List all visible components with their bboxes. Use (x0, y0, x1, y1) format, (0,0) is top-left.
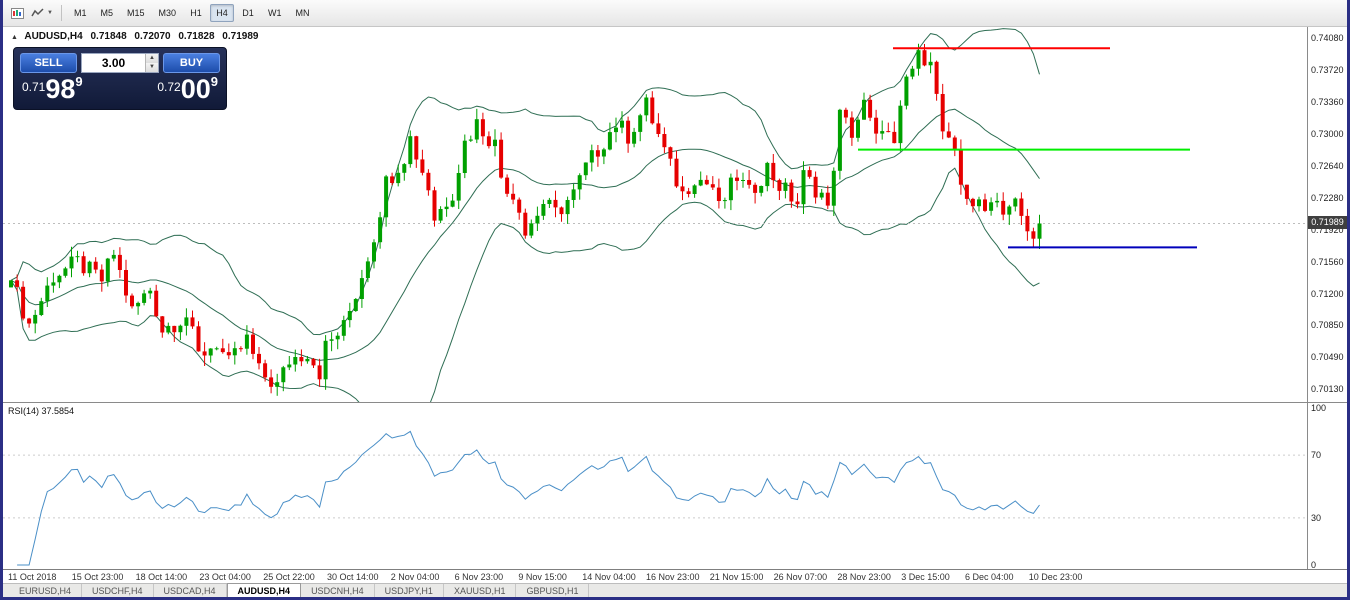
ohlc-open: 0.71848 (90, 31, 127, 42)
bid-big-digits: 98 (45, 74, 76, 104)
time-axis-label: 10 Dec 23:00 (1028, 572, 1083, 582)
time-axis-label: 16 Nov 23:00 (646, 572, 700, 582)
time-axis-label: 28 Nov 23:00 (837, 572, 891, 582)
price-axis-label: 0.73720 (1311, 64, 1344, 75)
tab-usdcnh-h4[interactable]: USDCNH,H4 (301, 584, 375, 597)
ohlc-high: 0.72070 (134, 31, 171, 42)
timeframe-group: M1 M5 M15 M30 H1 H4 D1 W1 MN (68, 4, 316, 22)
time-axis-label: 18 Oct 14:00 (135, 572, 188, 582)
spinner-up-icon[interactable]: ▲ (146, 54, 158, 63)
time-axis-label: 14 Nov 04:00 (582, 572, 636, 582)
ohlc-close: 0.71989 (222, 31, 259, 42)
chart-type-icon[interactable] (28, 3, 46, 23)
ask-prefix: 0.72 (157, 80, 181, 94)
bid-price: 0.71989 (22, 74, 83, 105)
sell-button[interactable]: SELL (20, 53, 77, 73)
time-axis-label: 15 Oct 23:00 (71, 572, 124, 582)
top-toolbar: ▼ M1 M5 M15 M30 H1 H4 D1 W1 MN (3, 0, 1347, 27)
price-axis-label: 0.70850 (1311, 319, 1344, 330)
time-axis-label: 21 Nov 15:00 (709, 572, 764, 582)
pane-separator[interactable] (3, 402, 1347, 403)
price-axis-label: 0.74080 (1311, 32, 1344, 43)
rsi-indicator-label: RSI(14) 37.5854 (8, 406, 75, 416)
current-price-badge: 0.71989 (1308, 216, 1347, 230)
price-axis-label: 0.70490 (1311, 351, 1344, 362)
ask-big-digits: 00 (180, 74, 211, 104)
ask-pipette: 9 (210, 74, 218, 89)
price-chart-canvas[interactable] (3, 27, 1307, 402)
lot-size-value[interactable]: 3.00 (101, 56, 126, 70)
timeframe-button-m15[interactable]: M15 (121, 4, 151, 22)
price-axis-label: 0.72280 (1311, 192, 1344, 203)
chart-window-icon (8, 3, 26, 23)
timeframe-button-w1[interactable]: W1 (262, 4, 288, 22)
time-axis-label: 30 Oct 14:00 (327, 572, 379, 582)
one-click-trading-panel: SELL 3.00 ▲ ▼ BUY 0.71989 0.72009 (13, 47, 227, 110)
timeframe-button-h4[interactable]: H4 (210, 4, 235, 22)
rsi-axis-label: 0 (1311, 560, 1317, 570)
time-axis-label: 23 Oct 04:00 (199, 572, 251, 582)
timeframe-button-m5[interactable]: M5 (94, 4, 119, 22)
time-axis-label: 3 Dec 15:00 (901, 572, 950, 582)
tab-gbpusd-h1[interactable]: GBPUSD,H1 (516, 584, 590, 597)
tab-xauusd-h1[interactable]: XAUUSD,H1 (444, 584, 517, 597)
tab-usdjpy-h1[interactable]: USDJPY,H1 (375, 584, 444, 597)
tab-audusd-h4[interactable]: AUDUSD,H4 (226, 583, 302, 597)
rsi-axis-label: 30 (1311, 512, 1322, 523)
chevron-down-icon[interactable]: ▼ (47, 10, 53, 16)
symbol-label: AUDUSD,H4 (24, 31, 83, 42)
spinner-down-icon[interactable]: ▼ (146, 63, 158, 72)
price-axis-label: 0.71920 (1311, 224, 1344, 235)
timeframe-button-d1[interactable]: D1 (236, 4, 260, 22)
panel-collapse-icon[interactable]: ▲ (11, 34, 18, 41)
time-axis-label: 25 Oct 22:00 (263, 572, 315, 582)
time-axis-label: 2 Nov 04:00 (390, 572, 440, 582)
chart-tabs-bar: EURUSD,H4 USDCHF,H4 USDCAD,H4 AUDUSD,H4 USDC… (3, 583, 1347, 597)
price-axis-label: 0.73360 (1311, 96, 1344, 107)
time-axis-label: 11 Oct 2018 (8, 572, 57, 582)
chart-ohlc-header: ▲ AUDUSD,H4 0.71848 0.72070 0.71828 0.71… (11, 31, 258, 42)
lot-stepper[interactable]: ▲ ▼ (145, 54, 158, 72)
time-axis-label: 9 Nov 15:00 (518, 572, 567, 582)
buy-button[interactable]: BUY (163, 53, 220, 73)
toolbar-separator (60, 5, 62, 21)
time-axis-label: 26 Nov 07:00 (773, 572, 828, 582)
price-axis-label: 0.73000 (1311, 128, 1344, 139)
timeframe-button-mn[interactable]: MN (290, 4, 316, 22)
timeframe-button-h1[interactable]: H1 (184, 4, 208, 22)
timeframe-button-m30[interactable]: M30 (153, 4, 183, 22)
rsi-axis-label: 100 (1311, 403, 1327, 413)
price-axis-label: 0.71560 (1311, 256, 1344, 267)
ask-price: 0.72009 (157, 74, 218, 105)
price-axis-label: 0.72640 (1311, 160, 1344, 171)
time-axis-label: 6 Nov 23:00 (454, 572, 504, 582)
price-axis-label: 0.70130 (1311, 383, 1344, 394)
tab-usdcad-h4[interactable]: USDCAD,H4 (154, 584, 227, 597)
tab-usdchf-h4[interactable]: USDCHF,H4 (82, 584, 154, 597)
rsi-axis-label: 70 (1311, 450, 1322, 461)
ohlc-low: 0.71828 (178, 31, 215, 42)
price-axis-separator (1307, 27, 1308, 569)
lot-size-input[interactable]: 3.00 ▲ ▼ (81, 53, 159, 73)
bid-pipette: 9 (75, 74, 83, 89)
tab-eurusd-h4[interactable]: EURUSD,H4 (9, 584, 83, 597)
rsi-chart-canvas[interactable] (3, 404, 1307, 569)
time-axis[interactable]: 11 Oct 2018 15 Oct 23:00 18 Oct 14:00 23 Oc… (3, 569, 1347, 583)
bid-prefix: 0.71 (22, 80, 46, 94)
price-axis-label: 0.71200 (1311, 288, 1344, 299)
timeframe-button-m1[interactable]: M1 (68, 4, 93, 22)
time-axis-label: 6 Dec 04:00 (965, 572, 1014, 582)
